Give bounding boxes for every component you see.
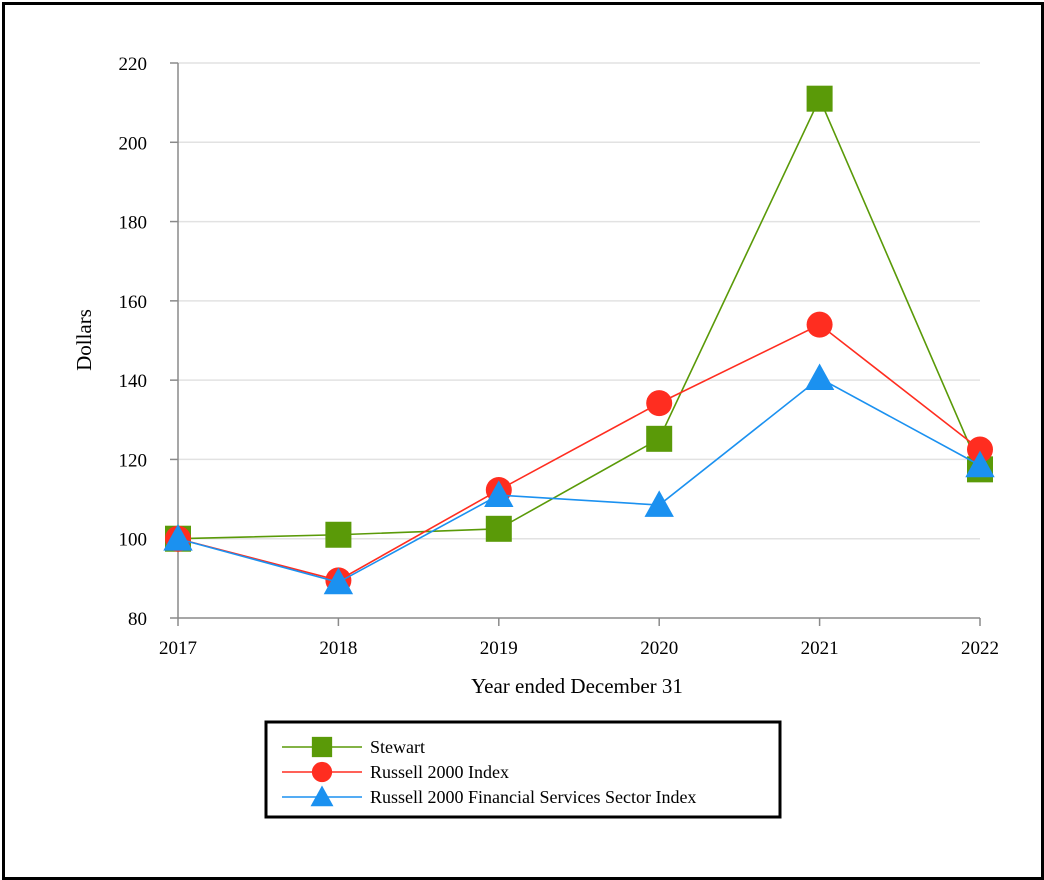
y-tick-label: 120 (119, 450, 148, 471)
y-tick-label: 140 (119, 371, 148, 392)
series-line-russell-2000 (177, 323, 981, 582)
data-point-russell-2000-financial (323, 567, 354, 595)
legend-item-stewart: Stewart (282, 736, 425, 758)
axes (177, 63, 980, 619)
legend-item-russell-2000: Russell 2000 Index (282, 761, 509, 783)
y-tick-label: 180 (119, 213, 148, 234)
gridlines (170, 62, 980, 619)
y-tick-labels: 80 100 120 140 160 180 200 220 (119, 54, 148, 630)
x-tick-label: 2021 (801, 638, 839, 659)
x-axis-label: Year ended December 31 (471, 674, 683, 698)
x-tick-label: 2022 (961, 638, 999, 659)
data-point-stewart (325, 521, 352, 548)
y-tick-label: 160 (119, 292, 148, 313)
legend: Stewart Russell 2000 Index Russell 2000 Fi… (264, 720, 782, 819)
x-tick-label: 2018 (319, 638, 357, 659)
data-point-stewart (485, 515, 512, 542)
y-tick-label: 200 (119, 133, 148, 154)
y-tick-label: 100 (119, 530, 148, 551)
legend-marker (311, 736, 333, 758)
legend-item-russell-2000-financial: Russell 2000 Financial Services Sector I… (282, 785, 696, 807)
y-axis-label: Dollars (72, 309, 96, 371)
data-point-russell-2000-financial (644, 490, 674, 517)
series-russell-2000 (165, 311, 993, 594)
data-point-russell-2000 (967, 436, 993, 463)
series-line-russell-2000-financial (177, 377, 981, 584)
data-point-russell-2000 (806, 311, 833, 338)
data-point-russell-2000-financial (965, 450, 995, 478)
series-line-stewart (177, 96, 981, 540)
series-layer (163, 85, 995, 595)
x-tick-label: 2020 (640, 638, 678, 659)
x-tick-labels: 2017 2018 2019 2020 2021 2022 (159, 618, 999, 659)
data-point-stewart (806, 85, 833, 112)
x-tick-label: 2017 (159, 638, 197, 659)
y-tick-label: 80 (128, 609, 147, 630)
legend-label: Russell 2000 Index (370, 762, 509, 782)
legend-label: Stewart (370, 737, 425, 757)
data-point-russell-2000-financial (804, 363, 835, 391)
data-point-stewart (646, 425, 673, 452)
x-tick-label: 2019 (480, 638, 518, 659)
y-tick-label: 220 (119, 54, 148, 75)
legend-box (264, 720, 782, 819)
legend-marker (311, 761, 333, 783)
legend-label: Russell 2000 Financial Services Sector I… (370, 787, 696, 807)
data-point-russell-2000 (646, 390, 673, 417)
data-point-russell-2000-financial (163, 524, 193, 551)
series-stewart (165, 85, 993, 552)
data-point-russell-2000-financial (484, 480, 514, 508)
series-russell-2000-financial (163, 363, 995, 595)
legend-marker (310, 785, 334, 807)
